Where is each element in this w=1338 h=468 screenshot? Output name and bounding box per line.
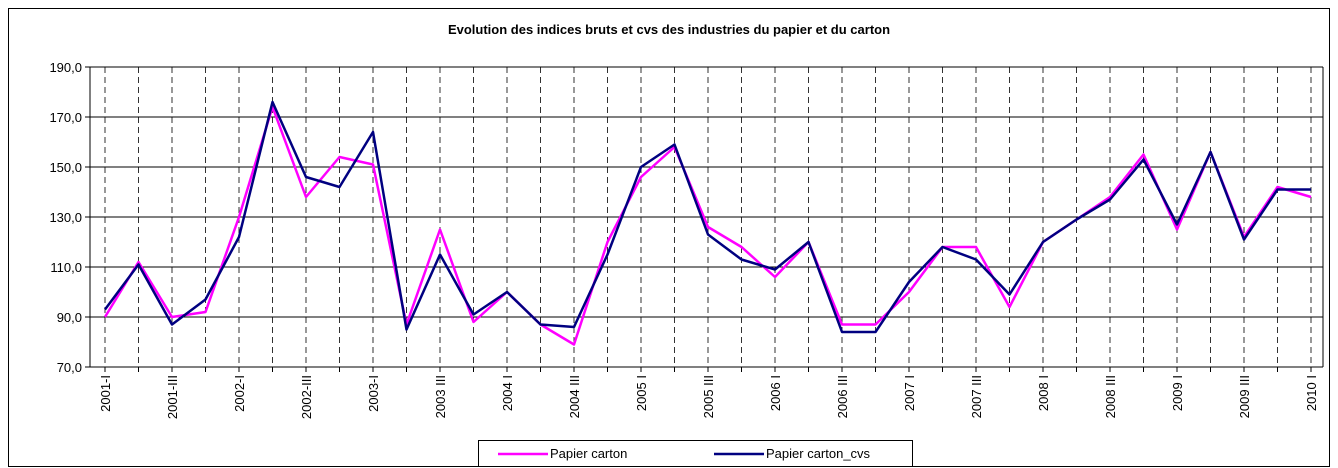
x-tick-label: 2001-III [165, 375, 180, 419]
x-tick-label: 2003-I [366, 375, 381, 412]
x-tick-label: 2005 I [634, 375, 649, 411]
legend-label: Papier carton [550, 446, 627, 461]
y-tick-label: 70,0 [57, 360, 82, 375]
x-tick-label: 2004 III [567, 375, 582, 418]
x-tick-label: 2002-III [299, 375, 314, 419]
x-tick-label: 2005 III [701, 375, 716, 418]
y-tick-label: 90,0 [57, 310, 82, 325]
x-tick-label: 2004 I [500, 375, 515, 411]
legend-box [478, 440, 913, 467]
chart-title: Evolution des indices bruts et cvs des i… [448, 22, 890, 37]
x-tick-label: 2009 III [1237, 375, 1252, 418]
x-tick-label: 2006 III [835, 375, 850, 418]
legend-label: Papier carton_cvs [766, 446, 871, 461]
x-tick-label: 2010 I [1304, 375, 1319, 411]
y-tick-label: 190,0 [49, 60, 82, 75]
y-tick-label: 170,0 [49, 110, 82, 125]
x-tick-label: 2009 I [1170, 375, 1185, 411]
y-tick-label: 110,0 [50, 260, 82, 275]
x-tick-label: 2001-I [98, 375, 113, 412]
series-line [103, 100, 1311, 334]
x-tick-label: 2007 I [902, 375, 917, 411]
x-tick-label: 2006 I [768, 375, 783, 411]
x-tick-label: 2003 III [433, 375, 448, 418]
x-tick-label: 2008 III [1103, 375, 1118, 418]
x-tick-label: 2002-I [232, 375, 247, 412]
y-tick-label: 150,0 [49, 160, 82, 175]
x-tick-label: 2007 III [969, 375, 984, 418]
chart-frame [8, 8, 1330, 467]
y-tick-label: 130,0 [49, 210, 82, 225]
x-tick-label: 2008 I [1036, 375, 1051, 411]
series-line [103, 105, 1312, 346]
